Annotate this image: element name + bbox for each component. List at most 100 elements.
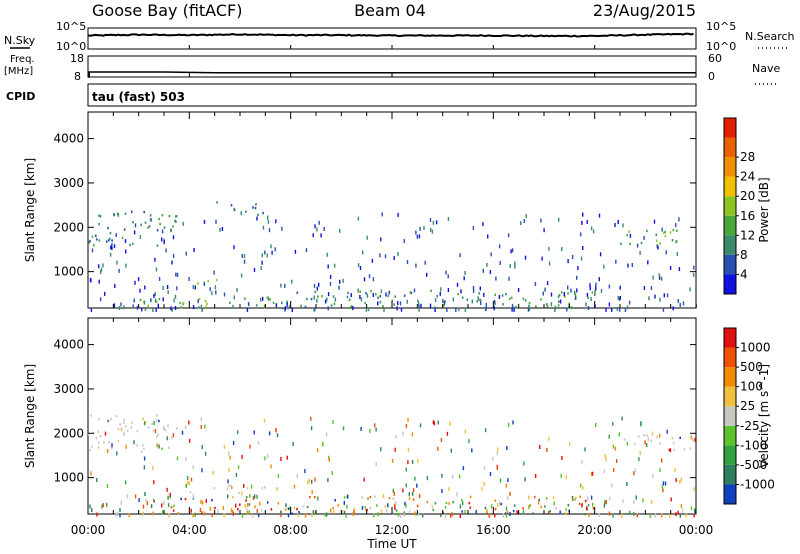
velocity-cell xyxy=(330,508,332,513)
nsky-bottom-tick: 10^0 xyxy=(56,40,86,53)
velocity-cell xyxy=(644,440,646,445)
velocity-cell xyxy=(651,431,654,436)
power-cell xyxy=(280,283,282,288)
velocity-panel-frame xyxy=(87,317,697,515)
power-colorbar-tick-label: 24 xyxy=(740,170,755,184)
velocity-cell xyxy=(144,421,147,424)
power-cell xyxy=(459,253,461,258)
power-cell xyxy=(436,295,438,298)
power-colorbar-tick-label: 4 xyxy=(740,267,748,281)
velocity-cell xyxy=(99,434,102,438)
power-cell xyxy=(194,285,196,290)
velocity-cell xyxy=(407,447,410,452)
power-cell xyxy=(466,298,469,301)
velocity-cell xyxy=(311,490,313,495)
velocity-cell xyxy=(523,461,525,466)
velocity-cell xyxy=(261,487,264,490)
velocity-cell xyxy=(605,457,607,462)
velocity-cell xyxy=(397,512,400,517)
velocity-cell xyxy=(496,451,498,456)
power-cell xyxy=(129,243,131,247)
power-cell xyxy=(171,307,173,312)
power-cell xyxy=(464,271,466,275)
power-cell xyxy=(618,296,621,301)
power-cell xyxy=(458,307,460,312)
power-cell xyxy=(310,297,313,301)
power-cell xyxy=(316,286,318,291)
velocity-cell xyxy=(598,513,600,517)
power-cell xyxy=(514,261,516,266)
velocity-cell xyxy=(433,421,436,426)
velocity-colorbar-tick-label: -500 xyxy=(740,458,767,472)
power-cell xyxy=(291,279,293,284)
velocity-cell xyxy=(168,446,170,449)
velocity-cell xyxy=(649,514,651,518)
velocity-cell xyxy=(608,434,610,439)
power-cell xyxy=(494,293,496,296)
power-cell xyxy=(432,220,435,225)
velocity-cell xyxy=(517,511,519,514)
power-cell xyxy=(121,236,124,240)
velocity-cell xyxy=(674,468,676,472)
power-cell xyxy=(540,298,542,301)
nsearch-label: N.Search xyxy=(745,30,795,43)
power-colorbar-segment xyxy=(724,274,736,294)
velocity-cell xyxy=(426,500,429,504)
velocity-cell xyxy=(489,472,492,476)
velocity-cell xyxy=(608,511,611,516)
velocity-cell xyxy=(611,483,613,488)
power-cell xyxy=(111,239,113,242)
velocity-cell xyxy=(201,500,204,505)
power-cell xyxy=(272,301,275,305)
velocity-cell xyxy=(263,418,266,423)
power-cell xyxy=(456,282,459,287)
power-cell xyxy=(173,298,175,303)
velocity-cell xyxy=(540,505,542,509)
power-cell xyxy=(215,278,218,282)
velocity-cell xyxy=(266,454,269,458)
power-cell xyxy=(100,267,103,272)
power-cell xyxy=(457,292,460,296)
velocity-cell xyxy=(157,433,159,436)
velocity-cell xyxy=(488,513,490,518)
power-cell xyxy=(123,305,125,310)
power-cell xyxy=(281,226,283,231)
velocity-cell xyxy=(332,420,334,425)
power-cell xyxy=(91,235,94,238)
power-cell xyxy=(243,259,246,264)
velocity-cell xyxy=(399,514,402,518)
velocity-ytick-label: 1000 xyxy=(53,471,84,485)
power-colorbar: 4 8 12 16 20 24 28 xyxy=(723,117,755,295)
x-axis: 00:00 04:00 08:00 12:00 16:00 20:00 00:00 xyxy=(71,45,713,537)
power-cell xyxy=(476,300,478,303)
velocity-cell xyxy=(91,445,93,448)
power-ytick-label: 3000 xyxy=(53,176,84,190)
velocity-cell xyxy=(444,514,447,518)
power-cell xyxy=(163,240,165,245)
power-cell xyxy=(284,306,287,311)
velocity-cell xyxy=(669,448,672,453)
power-cell xyxy=(113,303,116,308)
velocity-cell xyxy=(311,479,313,484)
velocity-cell xyxy=(167,424,169,427)
velocity-cell xyxy=(107,419,109,423)
power-cell xyxy=(294,249,297,254)
velocity-colorbar-segment xyxy=(724,484,736,504)
freq-top-tick: 18 xyxy=(70,52,84,65)
velocity-cell xyxy=(361,496,363,499)
velocity-cell xyxy=(591,471,594,476)
velocity-cell xyxy=(260,509,263,512)
velocity-cell xyxy=(411,459,414,464)
velocity-cell xyxy=(123,433,125,436)
x-axis-label: Time UT xyxy=(366,537,417,551)
velocity-cell xyxy=(414,511,416,516)
velocity-cell xyxy=(200,425,202,429)
power-cell xyxy=(109,232,112,235)
velocity-cell xyxy=(142,417,144,421)
velocity-cell xyxy=(449,514,452,518)
power-cell xyxy=(598,277,600,282)
power-cell xyxy=(608,284,611,289)
velocity-cell xyxy=(640,422,642,427)
velocity-cell xyxy=(264,486,266,489)
power-cell xyxy=(385,292,387,297)
